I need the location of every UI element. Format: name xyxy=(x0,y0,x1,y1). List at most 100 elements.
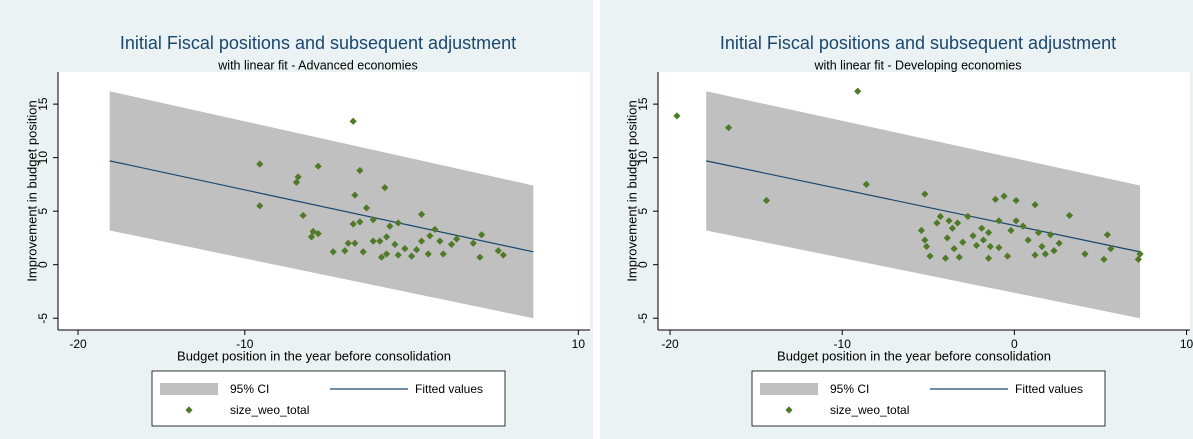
y-axis-label: Improvement in budget position xyxy=(624,100,639,281)
scatter-point xyxy=(426,232,434,240)
scatter-point xyxy=(349,117,357,125)
scatter-point xyxy=(314,230,322,238)
chart-subtitle: with linear fit - Advanced economies xyxy=(217,58,417,72)
y-tick-label: 15 xyxy=(636,97,650,111)
scatter-point xyxy=(351,239,359,247)
scatter-point xyxy=(964,212,972,221)
x-tick-label: -20 xyxy=(69,337,87,351)
scatter-point xyxy=(978,224,986,232)
scatter-point xyxy=(950,245,958,253)
scatter-point xyxy=(1034,228,1043,237)
scatter-point xyxy=(986,242,994,251)
scatter-point xyxy=(1012,217,1020,225)
scatter-point xyxy=(1024,236,1032,244)
legend-key xyxy=(185,406,193,414)
scatter-point xyxy=(369,216,377,224)
scatter-point xyxy=(341,247,349,255)
legend-label: size_weo_total xyxy=(230,403,309,417)
scatter-point xyxy=(948,224,957,232)
y-tick-label: 0 xyxy=(636,261,650,268)
scatter-point xyxy=(995,217,1003,225)
scatter-point xyxy=(724,124,733,132)
scatter-point xyxy=(941,254,950,262)
scatter-point xyxy=(953,219,962,227)
scatter-point xyxy=(979,236,987,244)
scatter-point xyxy=(945,217,953,225)
scatter-point xyxy=(314,162,322,170)
scatter-point xyxy=(294,173,302,181)
scatter-point xyxy=(494,247,502,255)
scatter-point xyxy=(862,180,870,189)
scatter-point xyxy=(349,220,357,228)
scatter-point xyxy=(401,245,409,253)
scatter-point xyxy=(921,190,929,198)
fitted-line xyxy=(706,160,1141,253)
scatter-point xyxy=(955,253,963,261)
chart-title: Initial Fiscal positions and subsequent … xyxy=(120,33,516,53)
scatter-point xyxy=(917,226,926,235)
scatter-point xyxy=(1038,242,1046,251)
scatter-point xyxy=(854,87,862,95)
ci-band xyxy=(109,91,534,319)
scatter-point xyxy=(984,228,993,237)
legend-label: 95% CI xyxy=(230,382,269,396)
scatter-point xyxy=(477,231,486,239)
scatter-point xyxy=(922,242,931,251)
scatter-point xyxy=(452,235,461,243)
scatter-point xyxy=(356,166,364,175)
scatter-point xyxy=(995,243,1003,252)
legend-label: size_weo_total xyxy=(830,403,909,417)
chart-title: Initial Fiscal positions and subsequent … xyxy=(720,33,1116,53)
scatter-point xyxy=(351,191,359,199)
y-tick-label: -5 xyxy=(36,313,50,324)
chart-subtitle: with linear fit - Developing economies xyxy=(813,58,1021,72)
scatter-point xyxy=(256,202,264,210)
y-axis-label: Improvement in budget position xyxy=(24,100,39,281)
scatter-point xyxy=(969,232,977,240)
scatter-point xyxy=(1003,252,1012,260)
x-tick-label: 10 xyxy=(572,337,586,351)
scatter-point xyxy=(1019,222,1027,230)
scatter-point xyxy=(362,204,371,212)
scatter-point xyxy=(382,233,391,241)
scatter-point xyxy=(1041,250,1049,258)
scatter-point xyxy=(431,225,439,233)
scatter-point xyxy=(984,254,993,262)
scatter-point xyxy=(933,219,941,227)
scatter-point xyxy=(377,253,386,261)
chart-panel: Initial Fiscal positions and subsequent … xyxy=(600,0,1193,439)
scatter-point xyxy=(299,211,307,220)
scatter-point xyxy=(1000,192,1008,200)
y-tick-label: 0 xyxy=(36,261,50,268)
legend-key xyxy=(760,383,818,395)
scatter-point xyxy=(309,227,317,236)
y-tick-label: -5 xyxy=(636,313,650,324)
scatter-point xyxy=(469,239,477,247)
scatter-point xyxy=(407,252,416,260)
x-tick-label: -20 xyxy=(661,337,679,351)
y-tick-label: 10 xyxy=(636,151,650,165)
scatter-point xyxy=(412,246,421,254)
legend-label: Fitted values xyxy=(415,382,483,396)
scatter-point xyxy=(1100,255,1108,263)
scatter-point xyxy=(359,248,367,256)
scatter-point xyxy=(499,251,507,259)
scatter-point xyxy=(292,178,301,186)
scatter-point xyxy=(436,237,444,245)
scatter-point xyxy=(447,240,456,248)
scatter-point xyxy=(476,253,484,261)
x-tick-label: -10 xyxy=(834,337,852,351)
scatter-point xyxy=(1136,250,1144,258)
scatter-point xyxy=(936,212,944,221)
scatter-point xyxy=(376,237,384,245)
scatter-point xyxy=(417,210,426,218)
y-tick-label: 5 xyxy=(36,208,50,215)
chart-panel: Initial Fiscal positions and subsequent … xyxy=(0,0,593,439)
scatter-point xyxy=(1107,245,1115,253)
legend-label: Fitted values xyxy=(1015,382,1083,396)
legend-label: 95% CI xyxy=(830,382,869,396)
scatter-point xyxy=(256,160,264,168)
scatter-point xyxy=(344,239,352,247)
legend-box xyxy=(751,370,1106,427)
